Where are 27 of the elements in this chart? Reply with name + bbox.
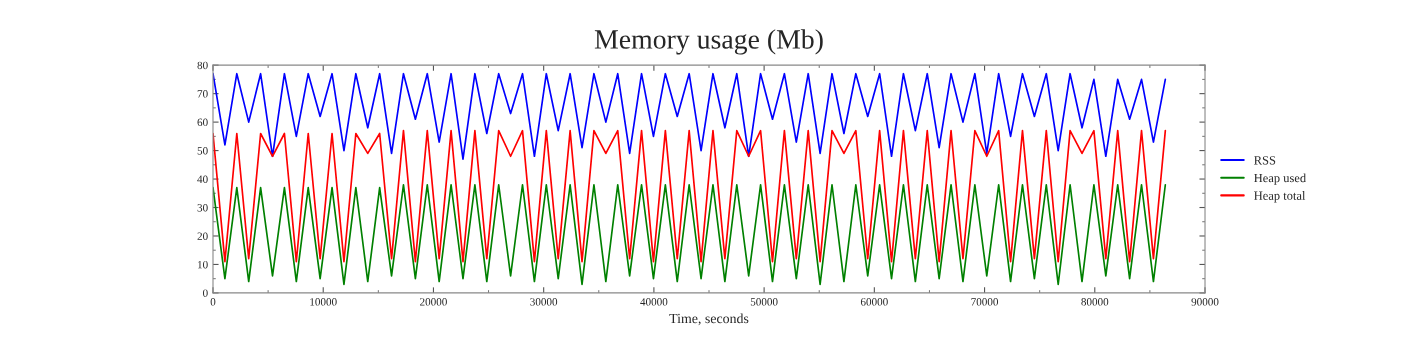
x-tick-label: 20000 (420, 298, 447, 306)
legend-label: Heap total (1254, 191, 1306, 203)
y-tick-label: 0 (203, 289, 208, 297)
x-tick-label: 40000 (640, 298, 668, 306)
y-tick-label: 30 (197, 203, 208, 212)
y-tick-label: 50 (197, 147, 208, 155)
x-axis-title: Time, seconds (669, 313, 749, 326)
x-tick-label: 70000 (971, 298, 999, 306)
y-tick-label: 70 (197, 90, 208, 98)
y-tick-label: 20 (197, 232, 208, 240)
x-tick-label: 80000 (1081, 298, 1109, 306)
x-tick-label: 60000 (860, 298, 888, 306)
y-tick-label: 60 (197, 118, 208, 127)
line-series (213, 183, 1167, 286)
y-tick-label: 40 (197, 175, 208, 184)
x-tick-label: 30000 (530, 298, 558, 306)
legend-label: Heap used (1254, 173, 1306, 185)
x-tick-label: 10000 (310, 298, 337, 306)
line-series (213, 129, 1167, 263)
y-tick-label: 10 (198, 260, 208, 269)
legend-label: RSS (1254, 156, 1276, 165)
x-tick-label: 0 (210, 298, 216, 306)
y-tick-label: 80 (197, 61, 208, 70)
chart-title: Memory usage (Mb) (594, 29, 823, 55)
x-tick-label: 90000 (1191, 298, 1219, 306)
line-series (213, 72, 1167, 160)
x-tick-label: 50000 (750, 298, 778, 306)
